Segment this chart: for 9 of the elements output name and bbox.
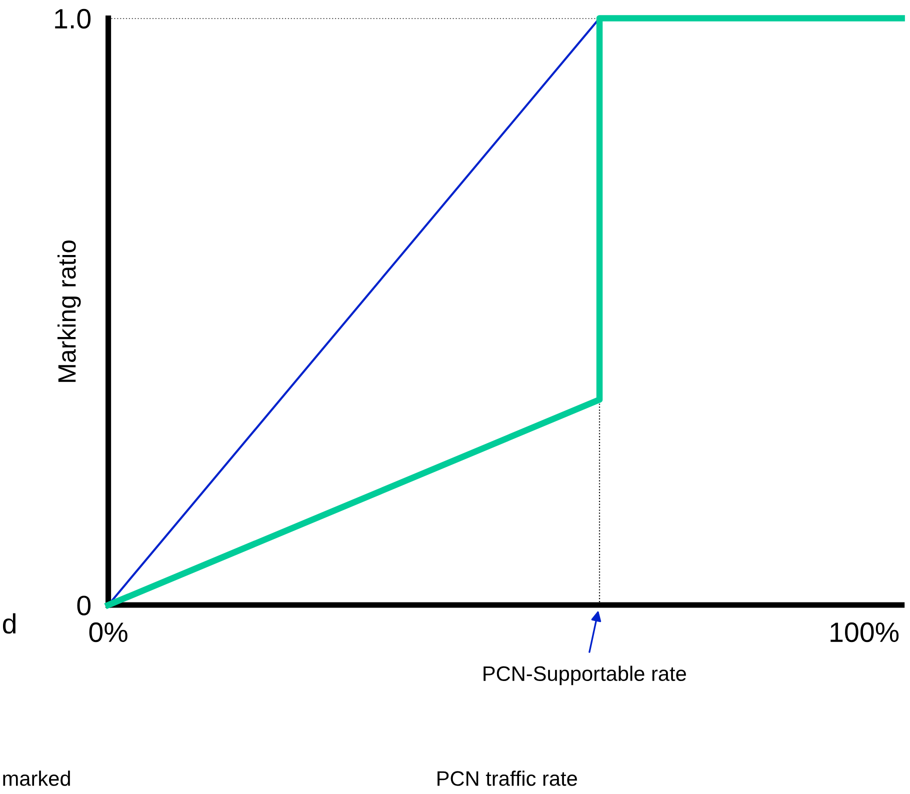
y-tick-label: 0 [77, 596, 91, 616]
text: PCN traffic rate [438, 770, 577, 786]
text: PCN-Supportable rate [484, 666, 686, 686]
x-tick-label: 0% [89, 622, 128, 642]
y-tick-label: 1.0 [55, 8, 91, 29]
y-axis-title: Marking ratio [57, 240, 81, 382]
text: marked [3, 770, 70, 786]
x-tick-label: 100% [830, 622, 899, 642]
text: d [2, 613, 16, 634]
